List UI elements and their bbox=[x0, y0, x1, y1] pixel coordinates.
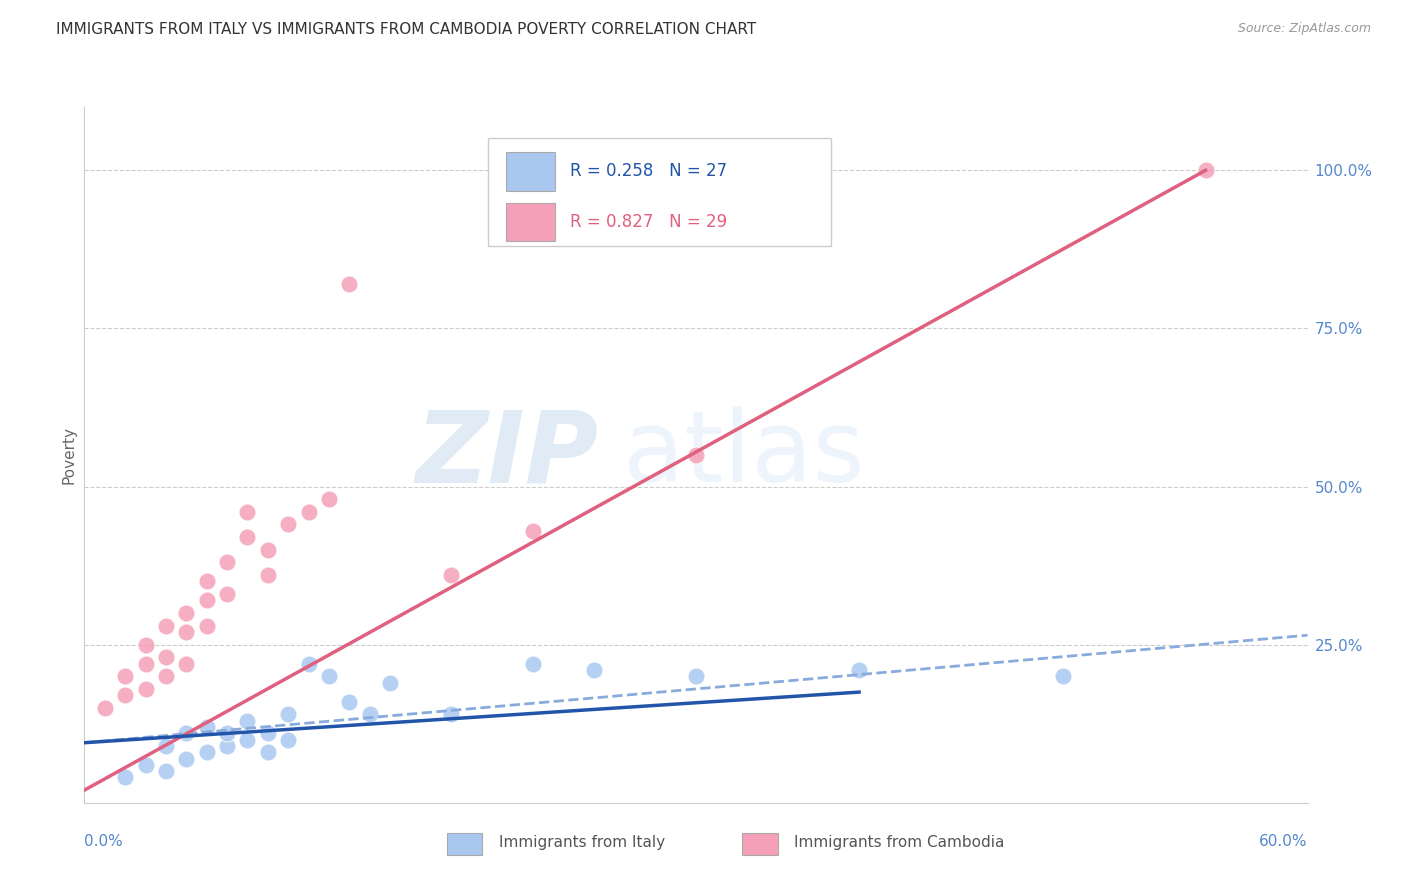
Point bbox=[155, 650, 177, 665]
Point bbox=[339, 695, 361, 709]
Point bbox=[195, 745, 218, 759]
Point bbox=[135, 657, 157, 671]
Point bbox=[217, 556, 239, 570]
Point bbox=[217, 726, 239, 740]
Point bbox=[236, 530, 259, 544]
Point bbox=[195, 720, 218, 734]
Point bbox=[176, 625, 198, 640]
Point bbox=[176, 657, 198, 671]
Text: Immigrants from Cambodia: Immigrants from Cambodia bbox=[794, 836, 1005, 850]
Point bbox=[257, 726, 280, 740]
Point bbox=[277, 732, 299, 747]
Point bbox=[135, 757, 157, 772]
Point bbox=[522, 657, 544, 671]
FancyBboxPatch shape bbox=[488, 138, 831, 246]
Point bbox=[236, 732, 259, 747]
Text: Immigrants from Italy: Immigrants from Italy bbox=[499, 836, 665, 850]
Point bbox=[298, 505, 321, 519]
Point bbox=[380, 675, 402, 690]
Point bbox=[135, 638, 157, 652]
Point bbox=[217, 739, 239, 753]
Point bbox=[257, 745, 280, 759]
Text: R = 0.258   N = 27: R = 0.258 N = 27 bbox=[569, 162, 727, 180]
Point bbox=[277, 517, 299, 532]
Point bbox=[236, 714, 259, 728]
Point bbox=[195, 593, 218, 607]
Point bbox=[114, 669, 136, 683]
Point bbox=[135, 681, 157, 696]
Point bbox=[1195, 163, 1218, 178]
Point bbox=[93, 701, 117, 715]
Point bbox=[195, 574, 218, 589]
Bar bbox=[506, 153, 555, 191]
Point bbox=[114, 688, 136, 702]
Text: IMMIGRANTS FROM ITALY VS IMMIGRANTS FROM CAMBODIA POVERTY CORRELATION CHART: IMMIGRANTS FROM ITALY VS IMMIGRANTS FROM… bbox=[56, 22, 756, 37]
Point bbox=[236, 505, 259, 519]
Bar bbox=[742, 833, 778, 855]
Text: Source: ZipAtlas.com: Source: ZipAtlas.com bbox=[1237, 22, 1371, 36]
Point bbox=[155, 669, 177, 683]
Point bbox=[155, 618, 177, 632]
Point bbox=[583, 663, 606, 677]
Point bbox=[848, 663, 870, 677]
Point bbox=[522, 524, 544, 538]
Point bbox=[257, 568, 280, 582]
Point bbox=[339, 277, 361, 292]
Point bbox=[195, 618, 218, 632]
Point bbox=[440, 707, 463, 722]
Point bbox=[176, 726, 198, 740]
Point bbox=[298, 657, 321, 671]
Point bbox=[277, 707, 299, 722]
Point bbox=[440, 568, 463, 582]
Text: 60.0%: 60.0% bbox=[1260, 834, 1308, 849]
Point bbox=[685, 669, 707, 683]
Point bbox=[685, 448, 707, 462]
Text: ZIP: ZIP bbox=[415, 407, 598, 503]
Text: R = 0.827   N = 29: R = 0.827 N = 29 bbox=[569, 213, 727, 231]
Point bbox=[318, 669, 340, 683]
Point bbox=[1052, 669, 1074, 683]
Point bbox=[155, 739, 177, 753]
Text: 0.0%: 0.0% bbox=[84, 834, 124, 849]
Point bbox=[217, 587, 239, 601]
Point bbox=[176, 606, 198, 620]
Bar bbox=[506, 203, 555, 242]
Text: atlas: atlas bbox=[623, 407, 865, 503]
Point bbox=[257, 542, 280, 557]
Point bbox=[359, 707, 381, 722]
Point bbox=[176, 751, 198, 765]
Point bbox=[155, 764, 177, 779]
Y-axis label: Poverty: Poverty bbox=[60, 425, 76, 484]
Bar bbox=[447, 833, 482, 855]
Point bbox=[114, 771, 136, 785]
Point bbox=[318, 492, 340, 507]
